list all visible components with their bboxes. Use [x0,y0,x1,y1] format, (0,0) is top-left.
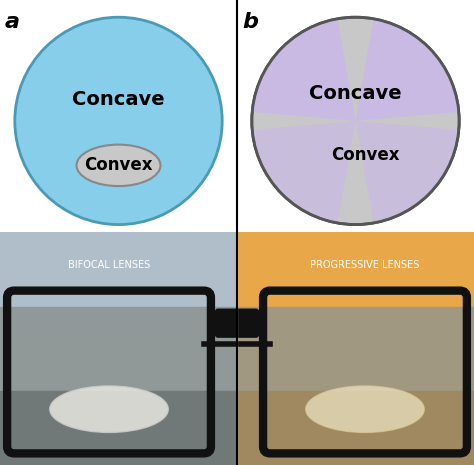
FancyBboxPatch shape [237,232,474,465]
Wedge shape [253,20,356,121]
Text: Convex: Convex [331,146,400,165]
FancyBboxPatch shape [237,232,474,316]
Text: b: b [242,12,258,32]
FancyBboxPatch shape [0,232,237,465]
Text: a: a [5,12,20,32]
Ellipse shape [76,145,161,186]
FancyBboxPatch shape [0,391,237,465]
Text: Convex: Convex [84,156,153,174]
FancyBboxPatch shape [237,307,474,395]
Circle shape [252,17,459,225]
FancyBboxPatch shape [0,307,237,395]
Text: BIFOCAL LENSES: BIFOCAL LENSES [68,260,150,271]
Wedge shape [356,20,458,121]
Text: Concave: Concave [72,90,165,109]
Wedge shape [253,121,356,222]
FancyBboxPatch shape [216,309,258,337]
FancyBboxPatch shape [237,391,474,465]
Wedge shape [356,121,458,222]
Ellipse shape [306,386,424,432]
Text: PROGRESSIVE LENSES: PROGRESSIVE LENSES [310,260,419,271]
Text: Concave: Concave [309,84,402,103]
FancyBboxPatch shape [0,232,237,316]
Ellipse shape [50,386,168,432]
Circle shape [15,17,222,225]
